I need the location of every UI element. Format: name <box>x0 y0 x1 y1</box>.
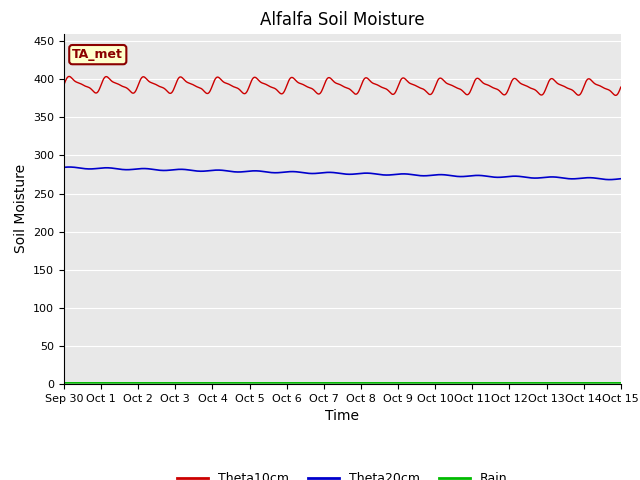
Theta20cm <box>617 176 625 181</box>
Theta10cm <box>60 82 68 87</box>
Legend: Theta10cm, Theta20cm, Rain: Theta10cm, Theta20cm, Rain <box>172 467 513 480</box>
Theta20cm <box>60 165 68 170</box>
Theta10cm <box>502 91 509 97</box>
Theta20cm <box>246 168 254 174</box>
Theta20cm <box>551 174 559 180</box>
X-axis label: Time: Time <box>325 409 360 423</box>
Theta10cm <box>65 73 73 79</box>
Theta10cm <box>429 88 437 94</box>
Line: Theta10cm: Theta10cm <box>64 76 621 96</box>
Rain <box>551 380 559 386</box>
Theta10cm <box>617 84 625 90</box>
Rain <box>502 380 509 386</box>
Theta10cm <box>612 93 620 98</box>
Line: Theta20cm: Theta20cm <box>64 167 621 180</box>
Theta20cm <box>429 172 437 178</box>
Theta20cm <box>184 167 192 173</box>
Rain <box>60 380 68 386</box>
Theta10cm <box>184 80 192 85</box>
Rain <box>617 380 625 386</box>
Theta10cm <box>551 78 559 84</box>
Theta20cm <box>605 177 613 182</box>
Rain <box>184 380 191 386</box>
Rain <box>246 380 254 386</box>
Theta10cm <box>246 80 254 86</box>
Theta10cm <box>171 84 179 90</box>
Rain <box>429 380 436 386</box>
Title: Alfalfa Soil Moisture: Alfalfa Soil Moisture <box>260 11 425 29</box>
Theta20cm <box>65 164 73 170</box>
Theta20cm <box>502 174 509 180</box>
Y-axis label: Soil Moisture: Soil Moisture <box>13 164 28 253</box>
Theta20cm <box>171 167 179 172</box>
Text: TA_met: TA_met <box>72 48 124 61</box>
Rain <box>170 380 178 386</box>
